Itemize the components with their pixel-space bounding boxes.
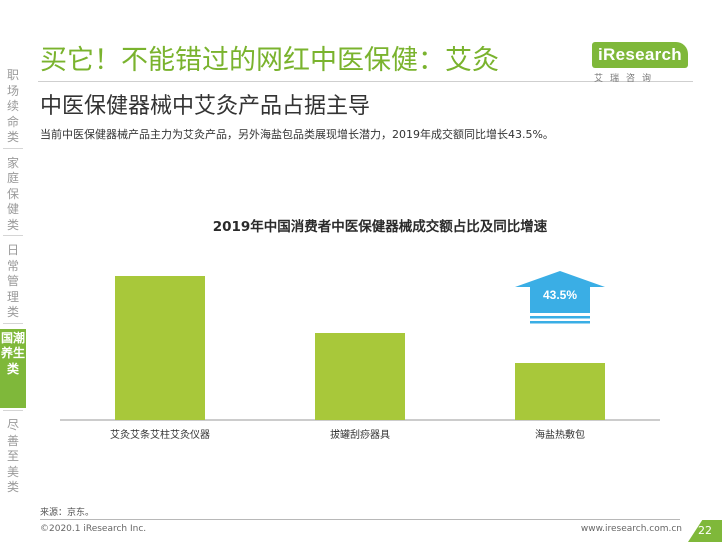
nav-separator <box>3 235 23 236</box>
bar-1 <box>115 276 205 420</box>
page-title: 买它！不能错过的网红中医保健：艾灸 <box>40 45 499 76</box>
growth-arrow-icon <box>515 271 605 324</box>
nav-item-2[interactable]: 家庭保健类 <box>6 155 19 232</box>
nav-item-5[interactable]: 尽善至美类 <box>6 418 19 494</box>
logo-subtitle: 艾瑞咨询 <box>594 74 659 84</box>
x-tick-label: 海盐热敷包 <box>535 428 585 441</box>
title-divider <box>38 81 693 82</box>
source-note: 来源：京东。 <box>40 508 95 518</box>
website-link[interactable]: www.iresearch.com.cn <box>580 524 682 534</box>
nav-item-1[interactable]: 职场续命类 <box>6 68 19 144</box>
nav-item-3[interactable]: 日常管理类 <box>6 243 19 319</box>
chart-title: 2019年中国消费者中医保健器械成交额占比及同比增速 <box>212 219 548 235</box>
logo-mark: iResearch <box>592 42 688 68</box>
nav-separator <box>3 322 23 324</box>
bar-2 <box>315 333 405 420</box>
growth-rate-label: 43.5% <box>543 288 577 302</box>
bar-3 <box>515 363 605 420</box>
iresearch-logo: iResearch 艾瑞咨询 <box>592 40 688 84</box>
x-tick-label: 拔罐刮痧器具 <box>330 428 390 441</box>
summary-text: 当前中医保健器械产品主力为艾灸产品，另外海盐包品类展现增长潜力，2019年成交额… <box>40 128 554 141</box>
nav-separator <box>3 410 23 411</box>
copyright-text: ©2020.1 iResearch Inc. <box>40 524 147 534</box>
page-number: 22 <box>688 520 722 542</box>
nav-item-4[interactable]: 国潮养生类 <box>0 328 26 408</box>
footer-divider <box>40 519 680 520</box>
page-subtitle: 中医保健器械中艾灸产品占据主导 <box>40 94 371 119</box>
nav-separator <box>3 147 23 149</box>
bar-chart: 艾灸艾条艾柱艾灸仪器 拔罐刮痧器具 海盐热敷包 43.5% <box>60 271 660 441</box>
x-tick-label: 艾灸艾条艾柱艾灸仪器 <box>110 428 210 441</box>
